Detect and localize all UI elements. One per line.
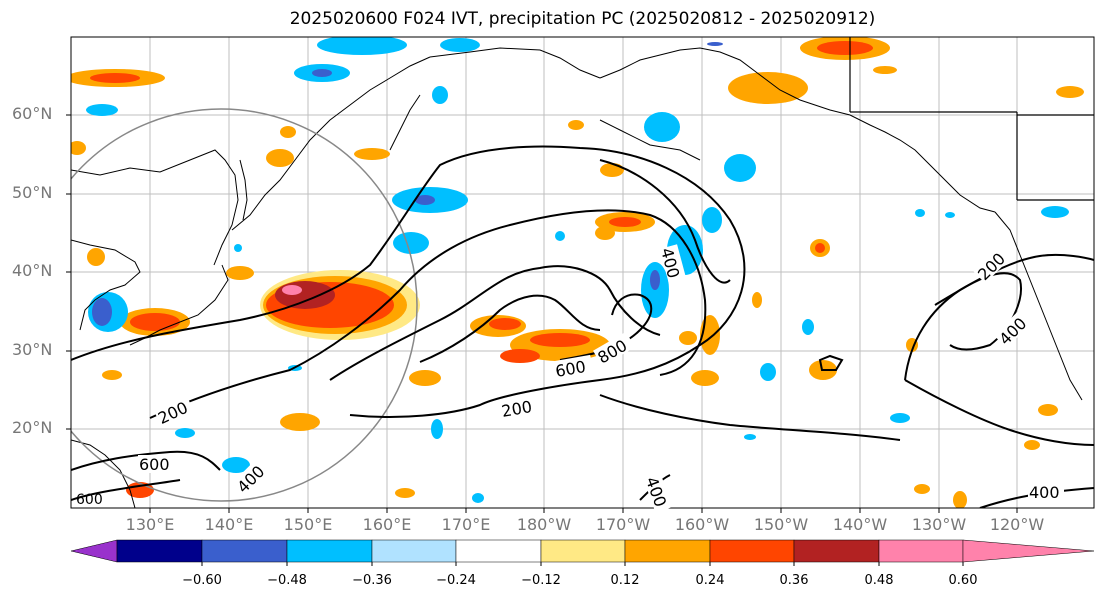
lon-label: 140°W bbox=[832, 515, 888, 534]
colorbar-segment bbox=[793, 539, 880, 563]
lon-label: 170°W bbox=[595, 515, 651, 534]
colorbar bbox=[70, 539, 1095, 563]
colorbar-tick-label: 0.24 bbox=[695, 573, 725, 588]
colorbar-segment bbox=[709, 539, 795, 563]
colorbar-tick-label: 0.60 bbox=[948, 573, 978, 588]
colorbar-extend-low bbox=[70, 539, 118, 563]
colorbar-segment bbox=[116, 539, 203, 563]
colorbar-tick-label: −0.48 bbox=[267, 573, 307, 588]
colorbar-tick-label: 0.36 bbox=[779, 573, 809, 588]
lat-label: 50°N bbox=[12, 183, 53, 202]
axis-ticks bbox=[66, 114, 1018, 513]
colorbar-tick-label: 0.48 bbox=[864, 573, 894, 588]
lat-label: 40°N bbox=[12, 261, 53, 280]
lon-label: 160°E bbox=[362, 515, 412, 534]
colorbar-extend-high bbox=[962, 539, 1095, 563]
lon-label: 120°W bbox=[989, 515, 1045, 534]
colorbar-segment bbox=[201, 539, 288, 563]
lon-label: 140°E bbox=[204, 515, 254, 534]
lat-label: 20°N bbox=[12, 418, 53, 437]
precipitation-fill bbox=[71, 37, 1084, 508]
colorbar-segment bbox=[455, 539, 542, 563]
lat-label: 30°N bbox=[12, 340, 53, 359]
colorbar-segment bbox=[286, 539, 373, 563]
contour-label: 400 bbox=[1029, 483, 1060, 502]
colorbar-tick-label: 0.12 bbox=[610, 573, 640, 588]
lon-label: 130°E bbox=[125, 515, 175, 534]
contour-label: 600 bbox=[76, 492, 103, 508]
map-title: 2025020600 F024 IVT, precipitation PC (2… bbox=[289, 9, 876, 29]
colorbar-tick-label: −0.24 bbox=[436, 573, 476, 588]
lon-label: 160°W bbox=[674, 515, 730, 534]
colorbar-segment bbox=[878, 539, 964, 563]
lon-label: 180°W bbox=[516, 515, 572, 534]
political-boundaries bbox=[849, 37, 1094, 201]
colorbar-tick-label: −0.12 bbox=[521, 573, 561, 588]
colorbar-tick-label: −0.36 bbox=[352, 573, 392, 588]
lat-label: 60°N bbox=[12, 104, 53, 123]
ivt-contours bbox=[71, 145, 1094, 508]
lon-label: 150°E bbox=[283, 515, 333, 534]
lon-label: 150°W bbox=[753, 515, 809, 534]
colorbar-segment bbox=[540, 539, 626, 563]
colorbar-segment bbox=[371, 539, 457, 563]
colorbar-ticks bbox=[201, 562, 964, 566]
colorbar-segment bbox=[624, 539, 711, 563]
lon-label: 130°W bbox=[911, 515, 967, 534]
distance-circle bbox=[71, 108, 418, 502]
colorbar-tick-label: −0.60 bbox=[182, 573, 222, 588]
contour-label: 600 bbox=[139, 455, 170, 474]
lon-label: 170°E bbox=[441, 515, 491, 534]
